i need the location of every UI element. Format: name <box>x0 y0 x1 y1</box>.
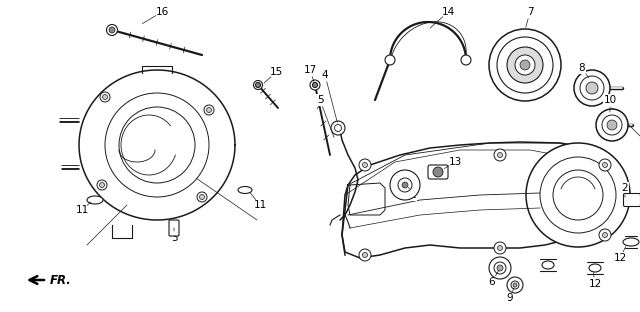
Circle shape <box>390 170 420 200</box>
Text: 11: 11 <box>253 200 267 210</box>
Circle shape <box>497 265 503 271</box>
Circle shape <box>204 105 214 115</box>
Text: 7: 7 <box>527 7 533 17</box>
Circle shape <box>109 27 115 33</box>
Circle shape <box>119 107 195 183</box>
Text: 5: 5 <box>317 95 323 105</box>
Text: 8: 8 <box>579 63 586 73</box>
Circle shape <box>97 180 107 190</box>
Circle shape <box>507 277 523 293</box>
Circle shape <box>553 170 603 220</box>
Circle shape <box>362 252 367 257</box>
Text: 6: 6 <box>489 277 495 287</box>
Circle shape <box>596 109 628 141</box>
Circle shape <box>100 92 110 102</box>
Circle shape <box>602 232 607 237</box>
Circle shape <box>312 82 317 87</box>
Circle shape <box>586 82 598 94</box>
Circle shape <box>335 124 342 131</box>
Circle shape <box>511 281 519 289</box>
Text: 12: 12 <box>613 253 627 263</box>
Circle shape <box>507 47 543 83</box>
Circle shape <box>461 55 471 65</box>
Circle shape <box>574 70 610 106</box>
Circle shape <box>497 153 502 158</box>
Circle shape <box>433 167 443 177</box>
Text: 16: 16 <box>156 7 168 17</box>
Circle shape <box>402 182 408 188</box>
Circle shape <box>105 93 209 197</box>
Circle shape <box>540 157 616 233</box>
Text: 14: 14 <box>442 7 454 17</box>
Circle shape <box>602 163 607 168</box>
Text: 12: 12 <box>588 279 602 289</box>
Circle shape <box>331 121 345 135</box>
FancyBboxPatch shape <box>623 193 640 207</box>
Text: 10: 10 <box>604 95 616 105</box>
Circle shape <box>197 192 207 202</box>
Circle shape <box>513 283 517 287</box>
Circle shape <box>494 242 506 254</box>
Circle shape <box>520 60 530 70</box>
Circle shape <box>398 178 412 192</box>
Circle shape <box>489 257 511 279</box>
Text: 2: 2 <box>621 183 628 193</box>
Circle shape <box>253 80 262 90</box>
Circle shape <box>102 95 108 100</box>
Ellipse shape <box>542 261 554 269</box>
Text: 11: 11 <box>76 205 88 215</box>
Circle shape <box>497 37 553 93</box>
Text: 3: 3 <box>171 233 177 243</box>
Circle shape <box>599 229 611 241</box>
FancyBboxPatch shape <box>169 220 179 236</box>
Circle shape <box>362 163 367 168</box>
Text: 13: 13 <box>449 157 461 167</box>
Circle shape <box>494 262 506 274</box>
Circle shape <box>489 29 561 101</box>
Circle shape <box>494 149 506 161</box>
Circle shape <box>599 159 611 171</box>
Text: 9: 9 <box>507 293 513 303</box>
Text: 1: 1 <box>410 190 416 200</box>
Circle shape <box>515 55 535 75</box>
Circle shape <box>526 143 630 247</box>
Circle shape <box>607 120 617 130</box>
Circle shape <box>359 249 371 261</box>
Circle shape <box>359 159 371 171</box>
Circle shape <box>207 108 211 113</box>
Circle shape <box>200 194 205 199</box>
Circle shape <box>255 82 260 87</box>
Circle shape <box>497 246 502 251</box>
Circle shape <box>99 183 104 188</box>
Text: FR.: FR. <box>50 274 72 286</box>
Ellipse shape <box>87 196 103 204</box>
Circle shape <box>106 25 118 36</box>
Ellipse shape <box>623 238 639 246</box>
Circle shape <box>385 55 395 65</box>
FancyBboxPatch shape <box>428 165 448 179</box>
Ellipse shape <box>238 187 252 193</box>
Circle shape <box>580 76 604 100</box>
Text: 15: 15 <box>269 67 283 77</box>
Circle shape <box>310 80 320 90</box>
Text: 4: 4 <box>322 70 328 80</box>
Circle shape <box>602 115 622 135</box>
Ellipse shape <box>589 264 601 272</box>
Text: 17: 17 <box>303 65 317 75</box>
